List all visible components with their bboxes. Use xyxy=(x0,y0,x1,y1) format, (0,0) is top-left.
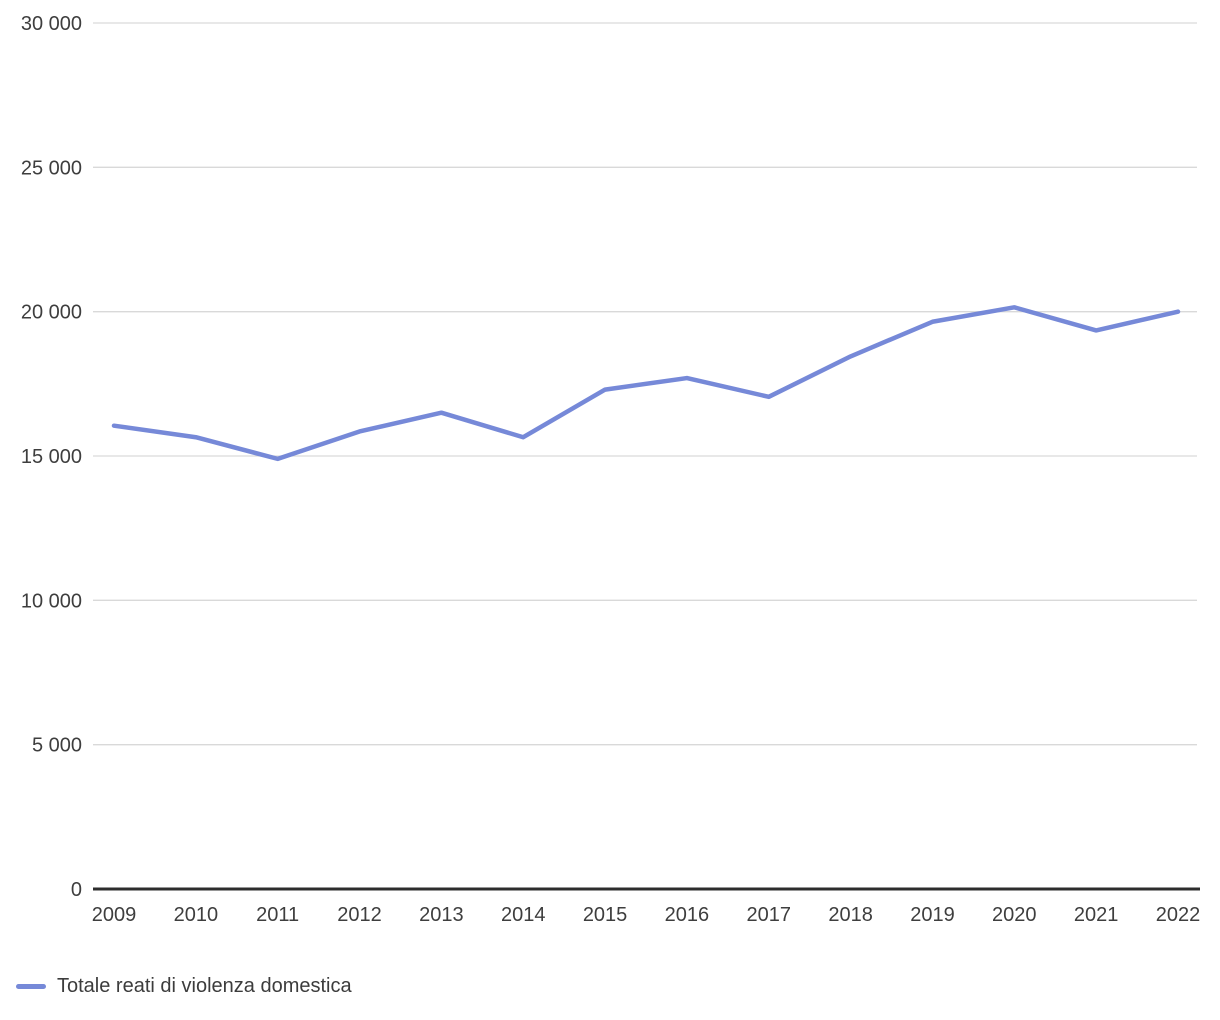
x-tick-label: 2009 xyxy=(92,904,137,926)
x-tick-label: 2020 xyxy=(992,904,1037,926)
x-tick-label: 2010 xyxy=(174,904,219,926)
x-tick-label: 2017 xyxy=(747,904,792,926)
legend-label: Totale reati di violenza domestica xyxy=(57,975,352,997)
x-tick-label: 2019 xyxy=(910,904,955,926)
x-tick-label: 2013 xyxy=(419,904,464,926)
y-tick-label: 20 000 xyxy=(21,302,82,324)
x-tick-label: 2014 xyxy=(501,904,546,926)
x-tick-label: 2015 xyxy=(583,904,628,926)
y-tick-label: 10 000 xyxy=(21,590,82,612)
x-tick-label: 2011 xyxy=(256,904,299,926)
y-tick-label: 15 000 xyxy=(21,446,82,468)
y-tick-label: 30 000 xyxy=(21,13,82,35)
x-tick-label: 2016 xyxy=(665,904,710,926)
x-tick-label: 2018 xyxy=(828,904,873,926)
y-tick-label: 0 xyxy=(71,879,82,901)
x-tick-label: 2012 xyxy=(337,904,382,926)
legend-line-swatch xyxy=(16,983,46,989)
data-line-totale-reati xyxy=(111,305,1181,462)
y-tick-label: 5 000 xyxy=(32,735,82,757)
x-tick-label: 2022 xyxy=(1156,904,1201,926)
legend: Totale reati di violenza domestica xyxy=(16,974,352,998)
y-tick-label: 25 000 xyxy=(21,157,82,179)
x-tick-label: 2021 xyxy=(1074,904,1119,926)
